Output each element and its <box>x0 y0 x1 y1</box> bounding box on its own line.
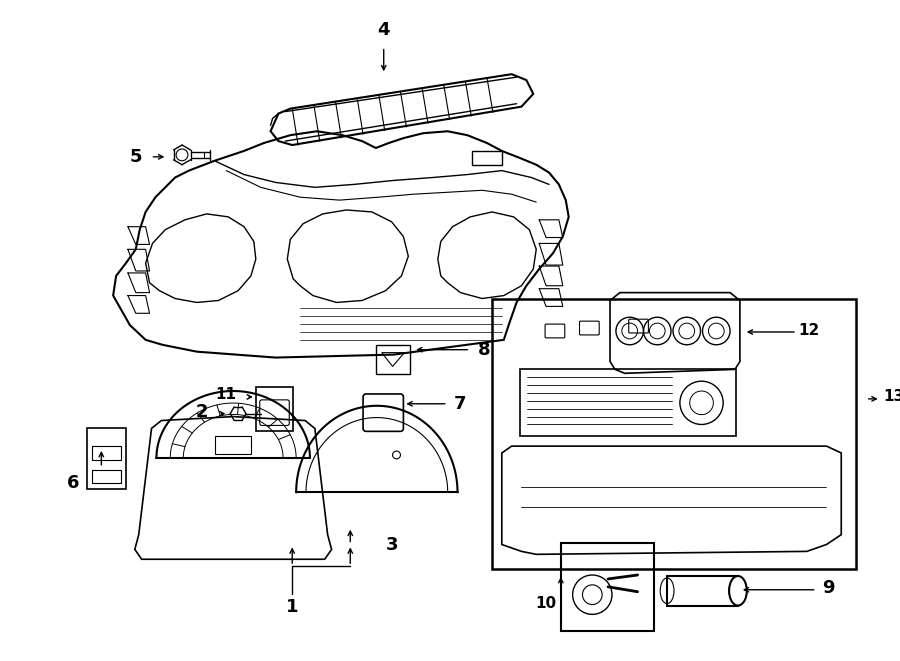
Text: 9: 9 <box>823 579 834 597</box>
Bar <box>561 543 654 631</box>
Bar <box>519 369 736 436</box>
Text: 7: 7 <box>454 395 467 413</box>
Text: 8: 8 <box>478 340 491 359</box>
Text: 11: 11 <box>216 387 237 403</box>
Text: 1: 1 <box>286 598 299 617</box>
Bar <box>215 436 251 454</box>
Text: 5: 5 <box>130 148 142 166</box>
Text: 13: 13 <box>883 389 900 405</box>
Text: 2: 2 <box>195 403 208 420</box>
Bar <box>86 428 126 489</box>
Bar <box>492 299 856 569</box>
Text: 12: 12 <box>798 323 819 338</box>
Bar <box>92 470 121 483</box>
Bar <box>376 345 410 374</box>
Text: 10: 10 <box>536 596 556 611</box>
Text: 4: 4 <box>377 21 390 39</box>
Bar <box>92 446 121 460</box>
Bar <box>256 387 293 432</box>
Text: 3: 3 <box>385 535 398 553</box>
Text: 6: 6 <box>67 473 79 492</box>
